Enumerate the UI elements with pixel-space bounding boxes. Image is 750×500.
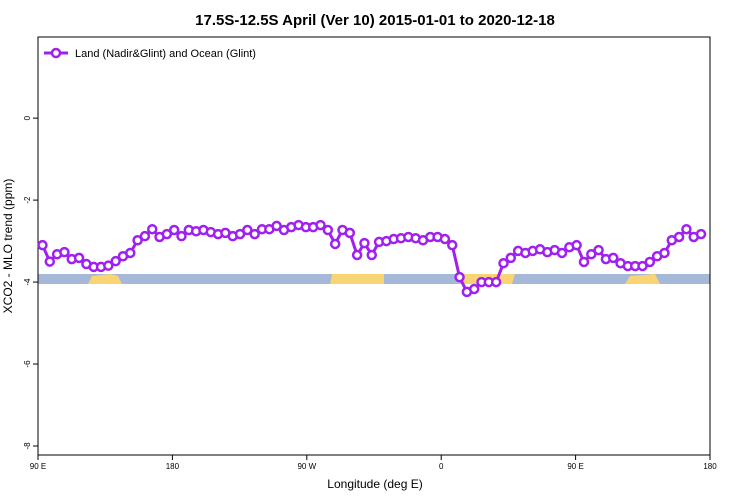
data-point	[329, 238, 341, 250]
x-tick-label: 90 E	[30, 462, 46, 471]
data-point	[659, 247, 670, 259]
data-point	[37, 239, 48, 251]
data-point	[556, 247, 568, 259]
data-point	[578, 256, 590, 268]
data-point	[132, 235, 143, 246]
data-point	[168, 224, 180, 236]
y-tick-label: -4	[23, 278, 32, 286]
land-band	[330, 274, 384, 284]
data-point	[59, 246, 70, 258]
y-axis-label: XCO2 - MLO trend (ppm)	[1, 179, 15, 314]
data-point	[593, 244, 604, 256]
y-tick-label: -6	[23, 360, 32, 368]
x-tick-label: 0	[439, 462, 444, 471]
data-point	[351, 249, 363, 261]
data-point	[439, 233, 451, 245]
legend: Land (Nadir&Glint) and Ocean (Glint)	[44, 47, 256, 60]
data-point	[454, 271, 465, 283]
y-tick-label: -8	[23, 442, 32, 450]
land-band	[88, 274, 122, 284]
data-point	[249, 228, 260, 240]
x-tick-label: 90 W	[297, 462, 316, 471]
data-point	[681, 223, 692, 235]
data-point	[498, 257, 509, 269]
x-tick-label: 90 E	[567, 462, 583, 471]
data-point	[322, 224, 334, 236]
data-point	[44, 256, 56, 267]
data-point	[490, 276, 502, 288]
data-point	[505, 252, 517, 264]
y-tick-label: -2	[23, 196, 32, 204]
data-point	[103, 260, 114, 271]
legend-label: Land (Nadir&Glint) and Ocean (Glint)	[75, 48, 256, 60]
land-ocean-strip	[38, 274, 710, 284]
data-point	[673, 231, 685, 243]
y-tick-label: 0	[23, 115, 32, 120]
data-point	[110, 255, 121, 267]
land-band	[625, 274, 660, 284]
data-point	[644, 256, 656, 268]
legend-marker	[50, 47, 62, 59]
x-axis-label: Longitude (deg E)	[327, 477, 422, 491]
data-point	[161, 228, 173, 240]
data-point	[586, 248, 597, 260]
data-point	[695, 228, 707, 240]
chart-title: 17.5S-12.5S April (Ver 10) 2015-01-01 to…	[195, 12, 555, 29]
data-point	[447, 239, 458, 251]
data-point	[73, 252, 85, 264]
x-tick-label: 180	[166, 462, 180, 471]
data-point	[242, 224, 253, 236]
data-point	[571, 239, 582, 251]
plot-frame	[37, 36, 711, 456]
data-point	[607, 252, 619, 264]
data-point	[315, 219, 326, 231]
data-point	[468, 283, 480, 295]
data-point	[344, 227, 356, 239]
data-point	[176, 230, 187, 242]
data-point	[125, 247, 136, 259]
data-point	[139, 230, 151, 242]
data-point	[271, 220, 282, 232]
data-point	[637, 260, 648, 272]
x-tick-label: 180	[703, 462, 717, 471]
data-point	[366, 249, 378, 261]
data-point	[234, 228, 246, 240]
data-point	[359, 237, 370, 249]
data-point	[146, 223, 158, 235]
